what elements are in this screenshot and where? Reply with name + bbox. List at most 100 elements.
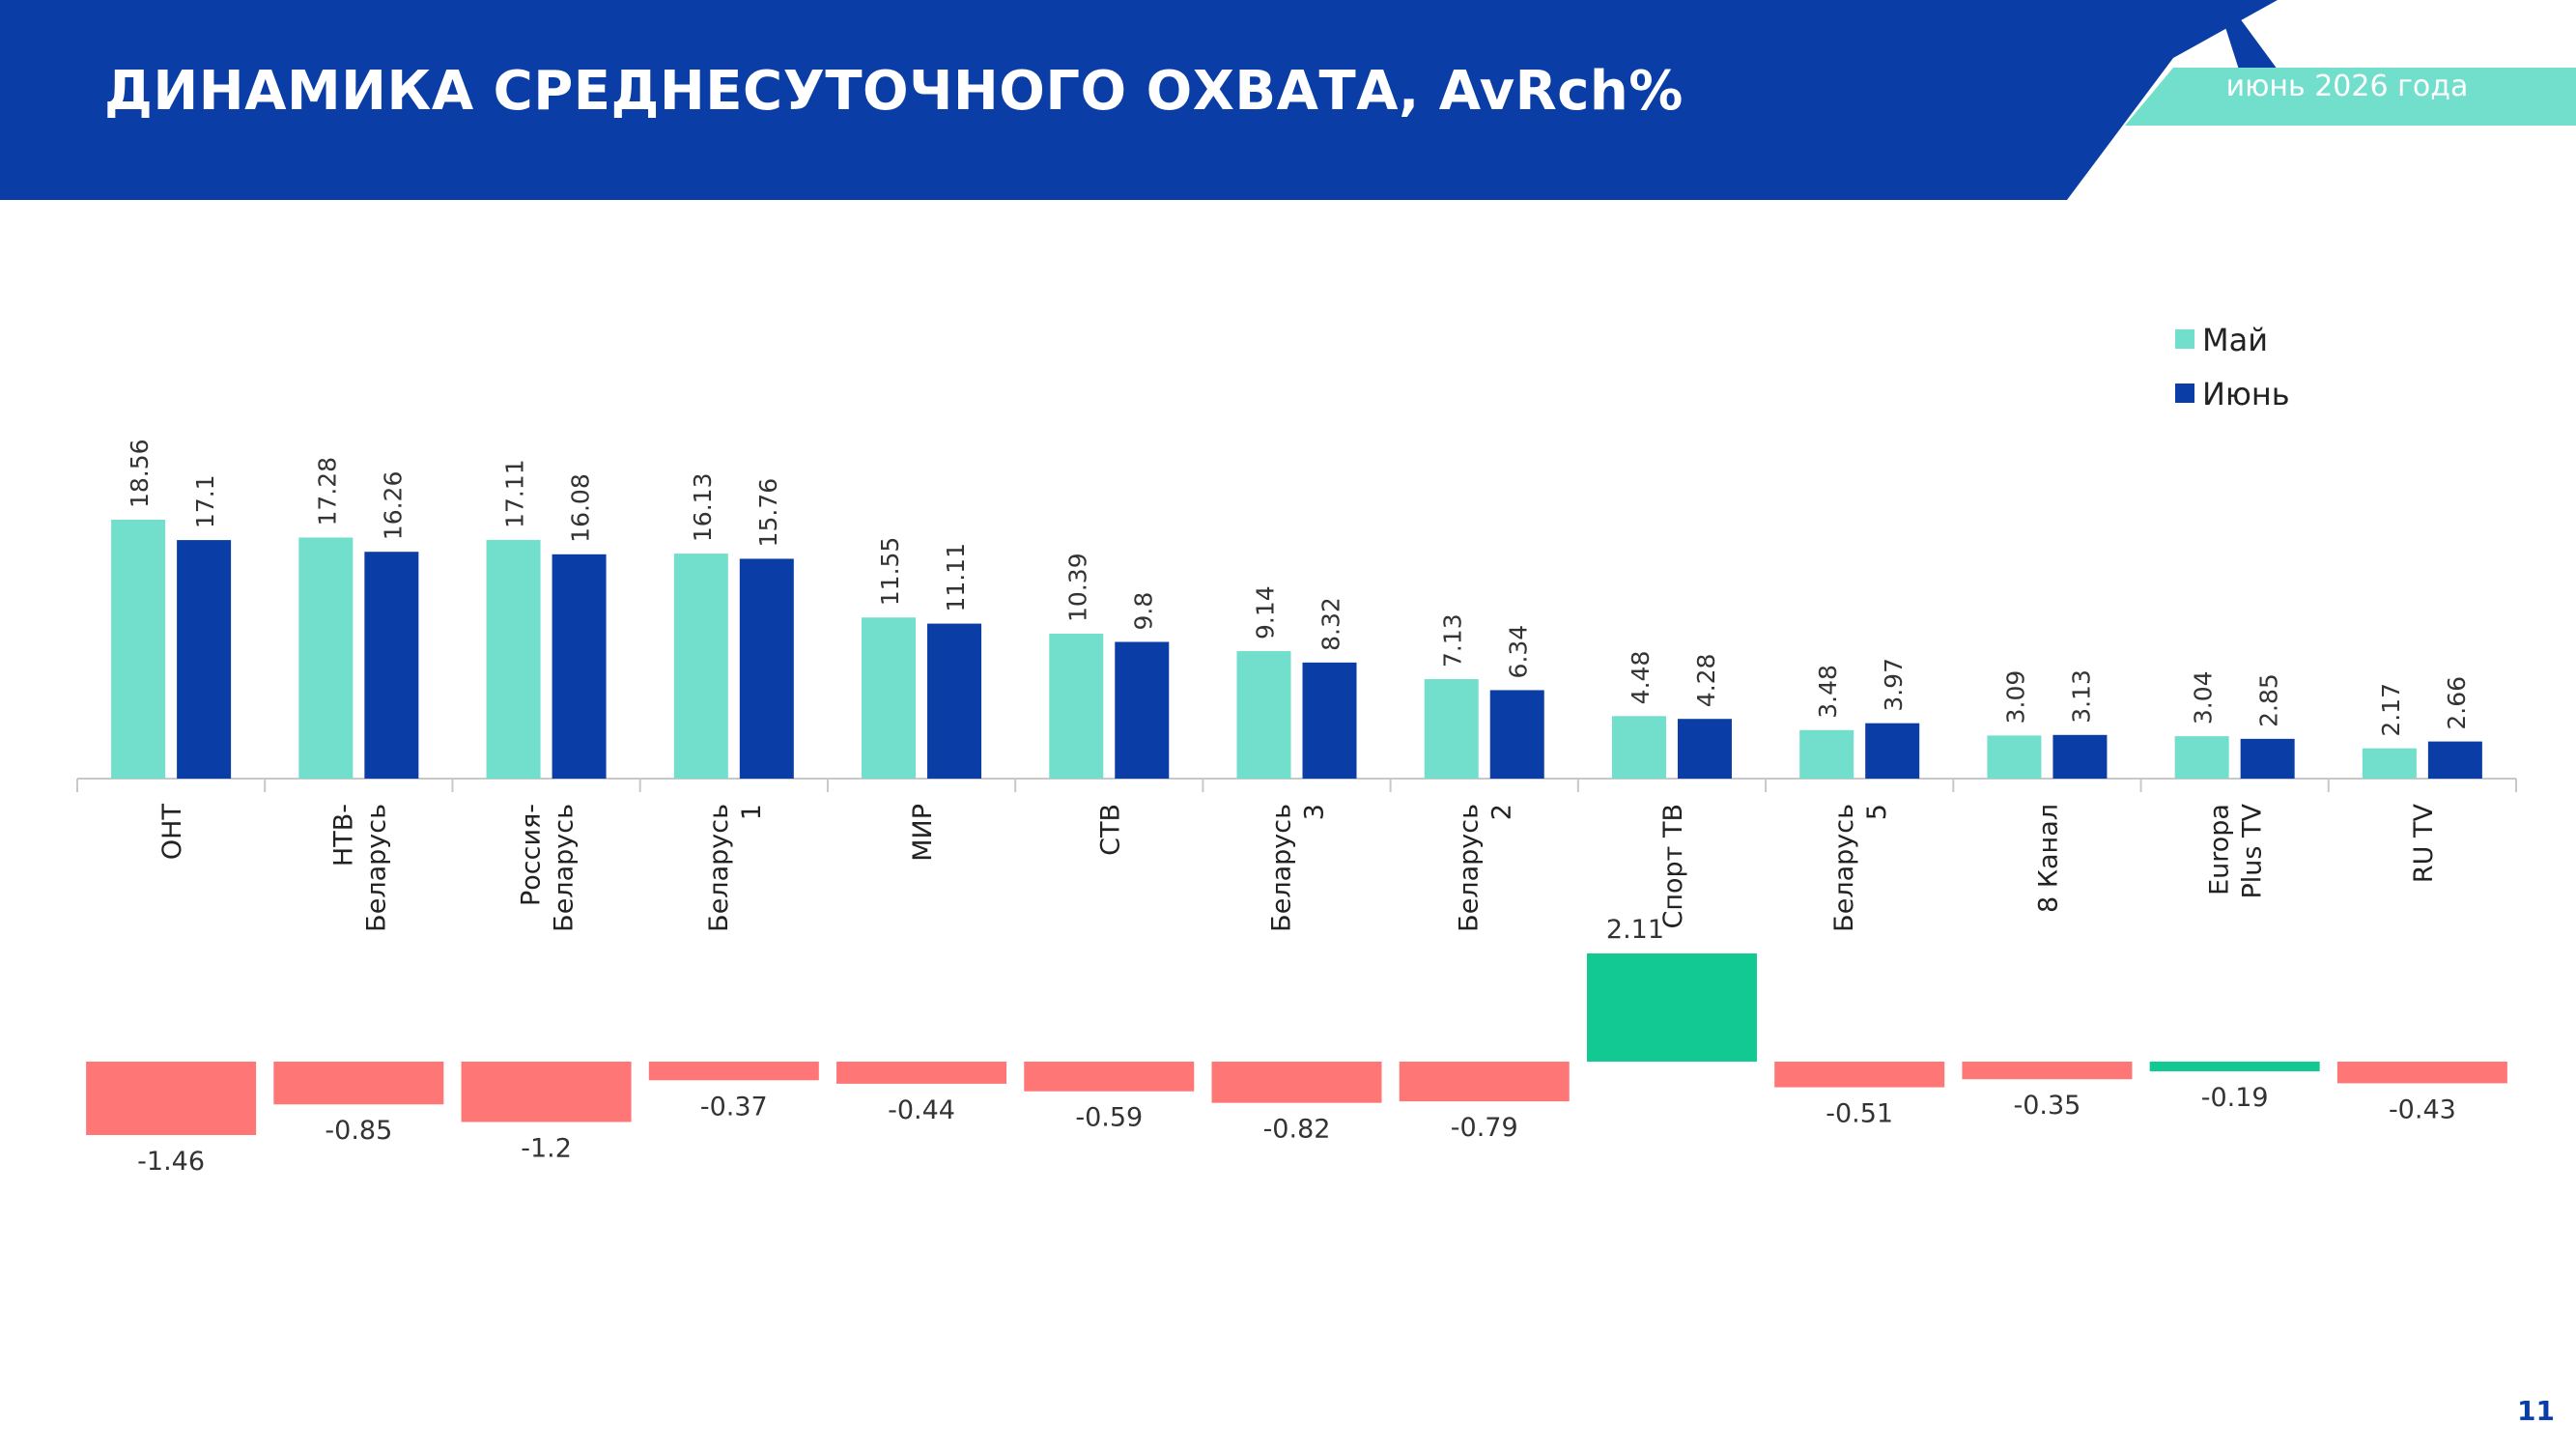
data-label-may: 2.17 <box>2377 683 2405 737</box>
category-label: НТВ- <box>328 804 358 867</box>
category-label: Беларусь <box>1829 804 1859 932</box>
category-label: Беларусь <box>1455 804 1485 932</box>
bar-may <box>2174 736 2229 779</box>
data-label-june: 9.8 <box>1129 592 1157 631</box>
bar-may <box>862 617 917 779</box>
legend-label-may: Май <box>2202 322 2268 358</box>
data-label-june: 2.66 <box>2443 676 2471 730</box>
diff-bar <box>1586 953 1757 1062</box>
diff-bar <box>1962 1062 2133 1080</box>
bar-may <box>1424 679 1479 779</box>
category-label: 8 Канал <box>2033 804 2063 913</box>
diff-bar <box>2336 1062 2507 1084</box>
category-label: МИР <box>908 804 938 862</box>
category-label: Беларусь <box>550 804 580 932</box>
data-label-june: 4.28 <box>1692 654 1720 708</box>
data-label-may: 10.39 <box>1063 553 1091 622</box>
bar-june <box>1302 662 1357 779</box>
category-label: 2 <box>1487 804 1517 820</box>
data-label-may: 17.11 <box>501 459 529 528</box>
data-label-june: 6.34 <box>1505 625 1533 679</box>
category-label: СТВ <box>1095 804 1125 856</box>
period-label: июнь 2026 года <box>2225 70 2469 103</box>
category-label: ОНТ <box>157 804 187 861</box>
data-label-june: 17.1 <box>191 474 219 528</box>
data-label-may: 18.56 <box>126 439 154 508</box>
diff-bar <box>1211 1062 1382 1103</box>
diff-label: -0.35 <box>2013 1091 2081 1121</box>
diff-label: -1.2 <box>521 1133 572 1163</box>
diff-bar <box>273 1062 444 1105</box>
data-label-june: 16.26 <box>379 471 407 541</box>
category-label: Спорт ТВ <box>1658 804 1688 929</box>
page-title: ДИНАМИКА СРЕДНЕСУТОЧНОГО ОХВАТА, AvRch% <box>104 60 1684 123</box>
bar-may <box>1611 716 1666 779</box>
bar-june <box>364 552 419 779</box>
data-label-june: 16.08 <box>567 473 595 543</box>
bar-june <box>177 540 232 779</box>
data-label-may: 3.04 <box>2190 670 2218 724</box>
diff-label: -0.44 <box>888 1095 955 1125</box>
diff-bar <box>2149 1062 2320 1071</box>
category-label: Беларусь <box>704 804 734 932</box>
bar-may <box>298 537 354 779</box>
bar-june <box>1115 641 1170 779</box>
category-label: Europa <box>2205 804 2235 895</box>
diff-label: -0.85 <box>325 1116 392 1146</box>
diff-label: -0.82 <box>1263 1115 1331 1145</box>
bar-may <box>486 539 541 779</box>
data-label-may: 3.48 <box>1814 665 1842 719</box>
diff-bar <box>648 1062 819 1081</box>
diff-label: -0.43 <box>2389 1094 2456 1124</box>
bar-may <box>1236 651 1291 779</box>
diff-label: -0.37 <box>700 1092 768 1122</box>
category-label: 3 <box>1300 804 1330 820</box>
bar-june <box>2052 734 2108 779</box>
data-label-may: 3.09 <box>2001 670 2029 724</box>
diff-bar <box>461 1062 632 1122</box>
bar-june <box>1865 723 1920 779</box>
bar-june <box>552 554 607 779</box>
header-banner <box>0 0 2576 200</box>
header-corner-accent <box>2217 0 2278 70</box>
category-label: RU TV <box>2409 803 2439 883</box>
period-tag-background <box>2125 68 2576 126</box>
data-label-may: 7.13 <box>1439 613 1467 668</box>
bar-june <box>2240 738 2295 779</box>
data-label-june: 3.13 <box>2067 669 2095 724</box>
bar-may <box>1799 729 1854 779</box>
data-label-june: 2.85 <box>2255 673 2283 727</box>
diff-label: -0.51 <box>1826 1099 1893 1129</box>
diff-label: -1.46 <box>137 1147 205 1177</box>
data-label-june: 15.76 <box>754 478 782 548</box>
data-label-may: 4.48 <box>1627 651 1655 705</box>
category-label: Россия- <box>517 804 547 906</box>
bar-may <box>1049 633 1104 779</box>
category-label: 5 <box>1862 804 1892 820</box>
diff-bar <box>1399 1062 1570 1102</box>
diff-bar <box>836 1062 1007 1084</box>
bar-june <box>2427 741 2482 779</box>
diff-label: -0.19 <box>2201 1083 2269 1113</box>
legend-label-june: Июнь <box>2202 376 2290 412</box>
bar-may <box>2362 748 2417 779</box>
data-label-june: 3.97 <box>1880 658 1908 712</box>
category-label: Беларусь <box>361 804 391 932</box>
category-label: 1 <box>737 804 767 820</box>
bar-june <box>1677 719 1732 779</box>
data-label-june: 8.32 <box>1317 597 1345 651</box>
diff-bar <box>1024 1062 1195 1092</box>
diff-label: -0.59 <box>1075 1103 1143 1133</box>
category-label: Plus TV <box>2238 803 2268 898</box>
bar-may <box>673 554 728 779</box>
page-number: 11 <box>2517 1395 2555 1427</box>
category-label: Беларусь <box>1267 804 1297 932</box>
legend-swatch-june <box>2175 384 2194 403</box>
data-label-june: 11.11 <box>942 543 970 612</box>
diff-bar <box>1774 1062 1945 1088</box>
bar-june <box>739 558 794 779</box>
diff-label: -0.79 <box>1451 1113 1518 1143</box>
bar-june <box>1489 690 1544 779</box>
bar-may <box>1987 735 2042 779</box>
